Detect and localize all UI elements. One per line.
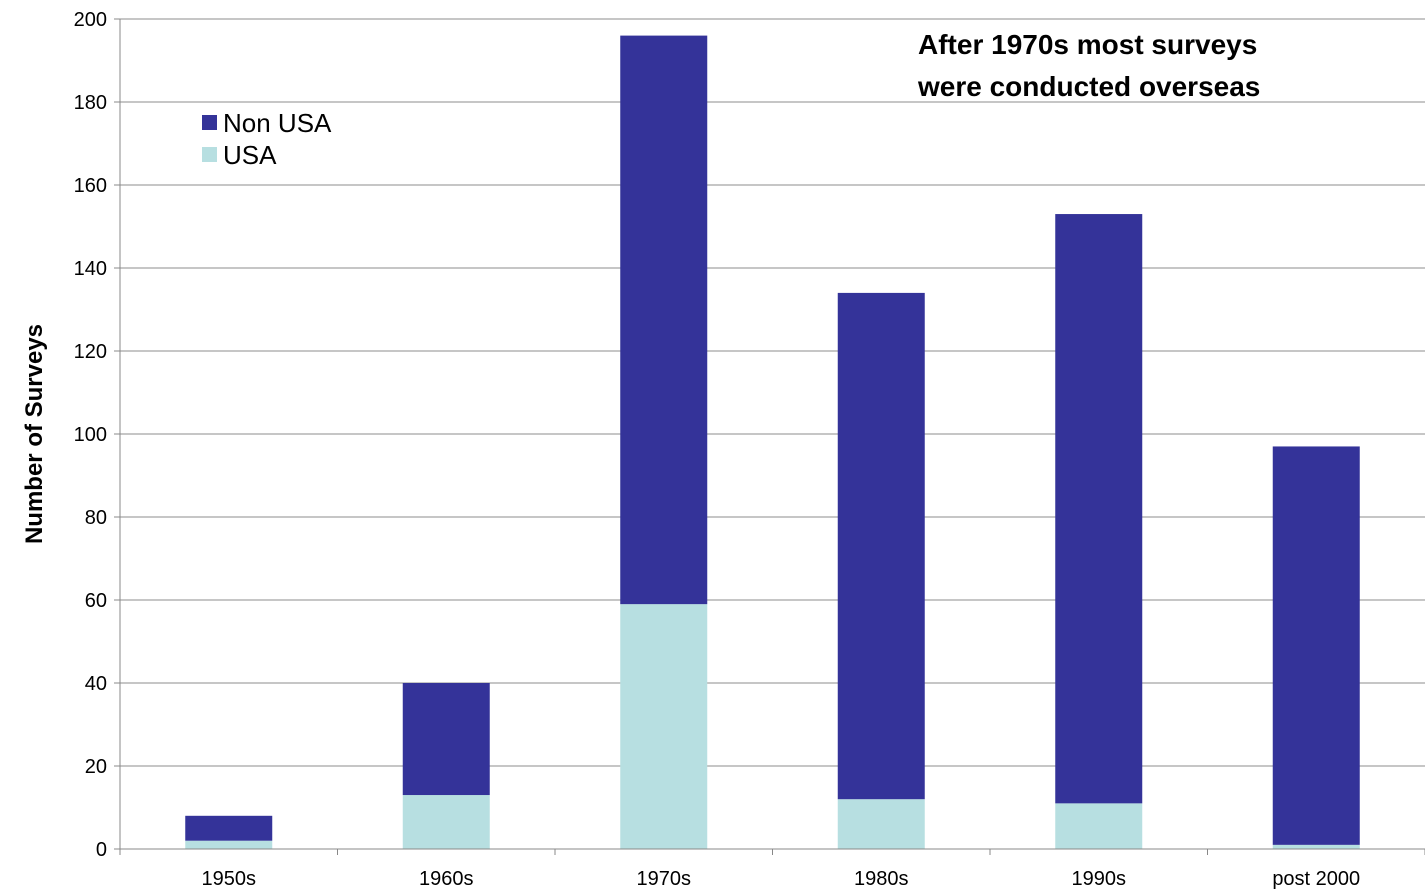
y-axis-label: Number of Surveys (21, 324, 48, 544)
annotation-line-2: were conducted overseas (917, 71, 1260, 102)
x-ticks: 1950s 1960s 1970s 1980s 1990s post 2000 (119, 849, 1425, 890)
y-tick-label: 140 (74, 258, 107, 280)
y-tick-label: 100 (74, 424, 107, 446)
x-tick-label: 1950s (202, 868, 257, 890)
y-tick-label: 200 (74, 9, 107, 31)
y-tick-label: 120 (74, 341, 107, 363)
bar-usa-1980s (837, 799, 925, 849)
bar-non-usa-post-2000 (1272, 446, 1360, 845)
bar-non-usa-1950s (185, 815, 273, 841)
gridlines (120, 18, 1425, 767)
bar-usa-1990s (1055, 803, 1143, 849)
legend-swatch-usa (202, 147, 217, 162)
x-tick-label: 1990s (1072, 868, 1127, 890)
y-tick-label: 20 (85, 756, 107, 778)
bar-usa-post-2000 (1272, 844, 1360, 849)
bar-non-usa-1970s (620, 35, 708, 605)
y-tick-label: 180 (74, 92, 107, 114)
annotation: After 1970s most surveys were conducted … (917, 29, 1260, 102)
y-tick-label: 160 (74, 175, 107, 197)
bar-non-usa-1980s (837, 292, 925, 800)
bar-non-usa-1990s (1055, 214, 1143, 804)
bar-usa-1960s (402, 795, 490, 849)
y-tick-label: 40 (85, 673, 107, 695)
y-tick-label: 80 (85, 507, 107, 529)
legend-label-usa: USA (223, 140, 277, 170)
x-tick-label: 1970s (637, 868, 692, 890)
bar-usa-1950s (185, 840, 273, 849)
bars (185, 35, 1360, 849)
y-tick-label: 0 (96, 839, 107, 861)
x-tick-label: post 2000 (1272, 868, 1360, 890)
annotation-line-1: After 1970s most surveys (918, 29, 1257, 60)
legend-label-non-usa: Non USA (223, 108, 332, 138)
y-tick-label: 60 (85, 590, 107, 612)
x-tick-label: 1960s (419, 868, 474, 890)
bar-non-usa-1960s (402, 683, 490, 796)
legend-swatch-non-usa (202, 115, 217, 130)
bar-usa-1970s (620, 604, 708, 849)
y-ticks: 0 20 40 60 80 100 120 140 160 180 200 (74, 9, 120, 861)
x-tick-label: 1980s (854, 868, 909, 890)
legend: Non USA USA (202, 108, 332, 170)
